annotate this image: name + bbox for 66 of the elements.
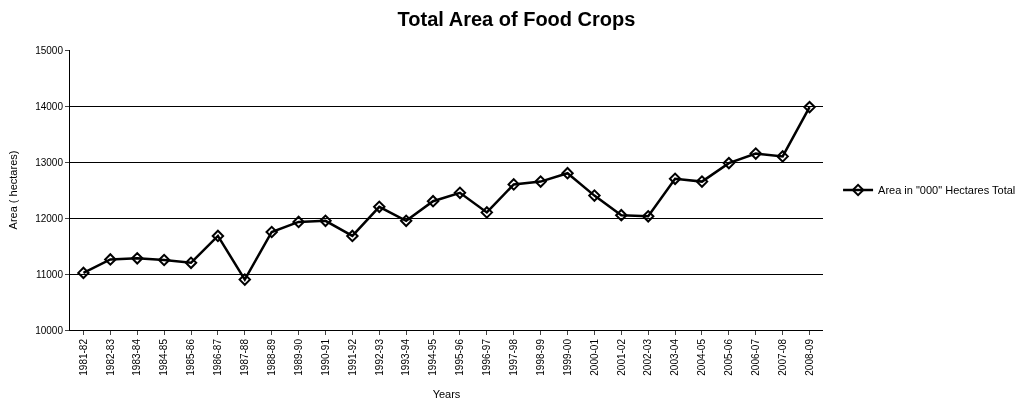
x-tick-label: 2006-07 bbox=[750, 338, 762, 376]
y-tick-label: 15000 bbox=[35, 44, 64, 56]
point bbox=[292, 215, 305, 229]
point bbox=[238, 273, 251, 286]
point bbox=[453, 186, 467, 199]
point bbox=[399, 214, 413, 227]
point bbox=[668, 172, 682, 185]
point bbox=[749, 147, 762, 160]
y-tick-label: 10000 bbox=[35, 324, 64, 336]
point bbox=[722, 156, 736, 170]
point bbox=[77, 266, 90, 280]
point bbox=[104, 253, 117, 266]
x-tick-label: 2001-02 bbox=[615, 338, 627, 376]
point bbox=[615, 209, 628, 222]
x-tick-label: 1992-93 bbox=[373, 338, 385, 376]
point bbox=[319, 214, 332, 227]
y-tick-label: 11000 bbox=[35, 268, 64, 280]
x-tick-label: 1998-99 bbox=[534, 338, 546, 376]
y-tick-label: 12000 bbox=[35, 212, 64, 224]
legend-label: Area in "000" Hectares Total bbox=[878, 184, 1016, 197]
x-tick-label: 2002-03 bbox=[642, 338, 654, 376]
point bbox=[426, 195, 440, 208]
x-tick-label: 2008-09 bbox=[803, 338, 815, 376]
point bbox=[346, 229, 359, 243]
x-tick-label: 2003-04 bbox=[669, 338, 681, 376]
point bbox=[803, 100, 816, 114]
x-tick-label: 1981-82 bbox=[77, 338, 89, 376]
point bbox=[373, 200, 386, 213]
point bbox=[480, 206, 494, 219]
point bbox=[211, 229, 225, 243]
x-tick-label: 1986-87 bbox=[212, 338, 224, 376]
point bbox=[507, 178, 520, 191]
x-tick-label: 1996-97 bbox=[481, 338, 493, 376]
x-tick-label: 1995-96 bbox=[454, 338, 466, 376]
x-tick-label: 1985-86 bbox=[185, 338, 197, 376]
y-tick-label: 13000 bbox=[35, 156, 64, 168]
point bbox=[157, 253, 171, 267]
point bbox=[776, 150, 789, 163]
x-tick-label: 1987-88 bbox=[239, 338, 251, 376]
x-tick-label: 1999-00 bbox=[561, 338, 573, 376]
x-tick-label: 1994-95 bbox=[427, 338, 439, 376]
x-tick-label: 1991-92 bbox=[346, 338, 358, 376]
y-tick-label: 14000 bbox=[35, 100, 64, 112]
x-tick-label: 1983-84 bbox=[131, 338, 143, 376]
x-tick-label: 1984-85 bbox=[158, 338, 170, 376]
point bbox=[561, 167, 574, 180]
point bbox=[131, 252, 144, 265]
point bbox=[642, 210, 655, 223]
x-tick-label: 2000-01 bbox=[588, 338, 600, 376]
x-axis-title: Years bbox=[432, 387, 461, 400]
point bbox=[265, 225, 278, 239]
y-axis-title: Area ( hectares) bbox=[6, 150, 19, 230]
x-tick-label: 1989-90 bbox=[292, 338, 304, 376]
x-tick-label: 1997-98 bbox=[507, 338, 519, 376]
x-tick-label: 1990-91 bbox=[319, 338, 331, 376]
point bbox=[184, 256, 198, 269]
point bbox=[588, 189, 601, 202]
x-tick-label: 2004-05 bbox=[696, 338, 708, 376]
chart-title: Total Area of Food Crops bbox=[397, 8, 636, 31]
x-tick-label: 2007-08 bbox=[776, 338, 788, 376]
point bbox=[534, 175, 547, 188]
x-tick-label: 2005-06 bbox=[723, 338, 735, 376]
point bbox=[695, 175, 709, 188]
x-tick-label: 1993-94 bbox=[400, 338, 412, 376]
x-tick-label: 1982-83 bbox=[104, 338, 116, 376]
x-tick-label: 1988-89 bbox=[265, 338, 277, 376]
